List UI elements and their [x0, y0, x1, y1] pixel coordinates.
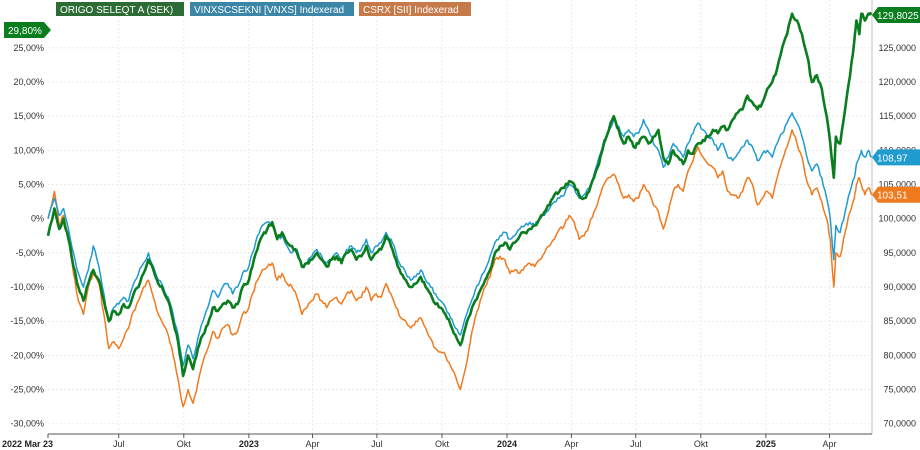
legend-label-origo: ORIGO SELEQT A (SEK) — [60, 5, 173, 16]
right-badge-origo-shape — [872, 7, 920, 24]
grid-lines — [48, 0, 872, 434]
left-axis-ticks: 25,00% 20,00% 15,00% 10,00% 5,00% 0% -5,00% -10… — [10, 43, 44, 429]
x-tick-label: 2022 Mar 23 — [2, 439, 53, 449]
left-tick-label: 10,00% — [13, 145, 44, 155]
series-lines — [46, 11, 873, 408]
left-tick-label: -5,00% — [15, 248, 44, 258]
x-tick-label: Apr — [564, 439, 578, 449]
left-tick-label: -20,00% — [10, 350, 44, 360]
right-badge-csrx-shape — [872, 186, 920, 203]
right-badge-vinx: 108,97 — [872, 149, 920, 166]
right-badge-vinx-text: 108,97 — [877, 153, 908, 164]
left-badge-shape — [4, 22, 51, 38]
right-badge-csrx: 103,51 — [872, 186, 920, 203]
right-tick-label: 105,0000 — [878, 180, 916, 190]
right-tick-label: 120,0000 — [878, 77, 916, 87]
x-tick-label: 2025 — [756, 439, 776, 449]
x-tick-label: 2023 — [239, 439, 259, 449]
x-tick-label: Jul — [113, 439, 125, 449]
left-tick-label: 5,00% — [18, 180, 44, 190]
series-line-csrx — [47, 129, 873, 408]
x-tick-label: Okt — [435, 439, 450, 449]
legend-label-csrx: CSRX [SII] Indexerad — [363, 5, 459, 16]
x-tick-label: Apr — [823, 439, 837, 449]
legend-swatch-origo — [56, 2, 184, 16]
left-tick-label: 0% — [31, 214, 44, 224]
left-badge-text: 29,80% — [8, 26, 42, 37]
left-tick-label: -10,00% — [10, 282, 44, 292]
left-tick-label: 25,00% — [13, 43, 44, 53]
legend-label-vinx: VINXSCSEKNI [VNXS] Indexerad — [194, 5, 344, 16]
legend: ORIGO SELEQT A (SEK) VINXSCSEKNI [VNXS] … — [56, 2, 471, 16]
right-tick-label: 100,0000 — [878, 214, 916, 224]
x-tick-label: Jul — [371, 439, 383, 449]
left-tick-label: 20,00% — [13, 77, 44, 87]
x-tick-label: 2024 — [497, 439, 517, 449]
x-tick-label: Okt — [694, 439, 709, 449]
right-tick-label: 85,0000 — [883, 316, 916, 326]
right-tick-label: 95,0000 — [883, 248, 916, 258]
x-axis-ticks: 2022 Mar 23 Jul Okt 2023 Apr Jul Okt 2024 Apr Jul… — [2, 434, 837, 449]
legend-item-vinx[interactable]: VINXSCSEKNI [VNXS] Indexerad — [190, 2, 354, 16]
series-line-vinx — [47, 112, 872, 367]
legend-item-csrx[interactable]: CSRX [SII] Indexerad — [359, 2, 471, 16]
right-tick-label: 90,0000 — [883, 282, 916, 292]
right-tick-label: 80,0000 — [883, 350, 916, 360]
left-tick-label: -25,00% — [10, 385, 44, 395]
x-tick-label: Okt — [177, 439, 192, 449]
left-tick-label: 15,00% — [13, 111, 44, 121]
right-badge-csrx-text: 103,51 — [877, 191, 908, 202]
x-tick-label: Jul — [630, 439, 642, 449]
left-tick-label: -15,00% — [10, 316, 44, 326]
right-tick-label: 125,0000 — [878, 43, 916, 53]
x-tick-label: Apr — [306, 439, 320, 449]
left-value-badge: 29,80% — [4, 22, 51, 38]
right-badge-origo-text: 129,8025 — [877, 11, 919, 22]
series-line-origo — [46, 11, 873, 378]
legend-swatch-csrx — [359, 2, 471, 16]
left-tick-label: -30,00% — [10, 419, 44, 429]
right-value-badges: 129,8025 108,97 103,51 — [872, 7, 920, 203]
right-tick-label: 70,0000 — [883, 419, 916, 429]
right-tick-label: 115,0000 — [879, 111, 916, 121]
legend-swatch-vinx — [190, 2, 354, 16]
legend-item-origo[interactable]: ORIGO SELEQT A (SEK) — [56, 2, 184, 16]
right-badge-origo: 129,8025 — [872, 7, 920, 24]
right-tick-label: 75,0000 — [883, 385, 916, 395]
right-badge-vinx-shape — [872, 149, 920, 166]
